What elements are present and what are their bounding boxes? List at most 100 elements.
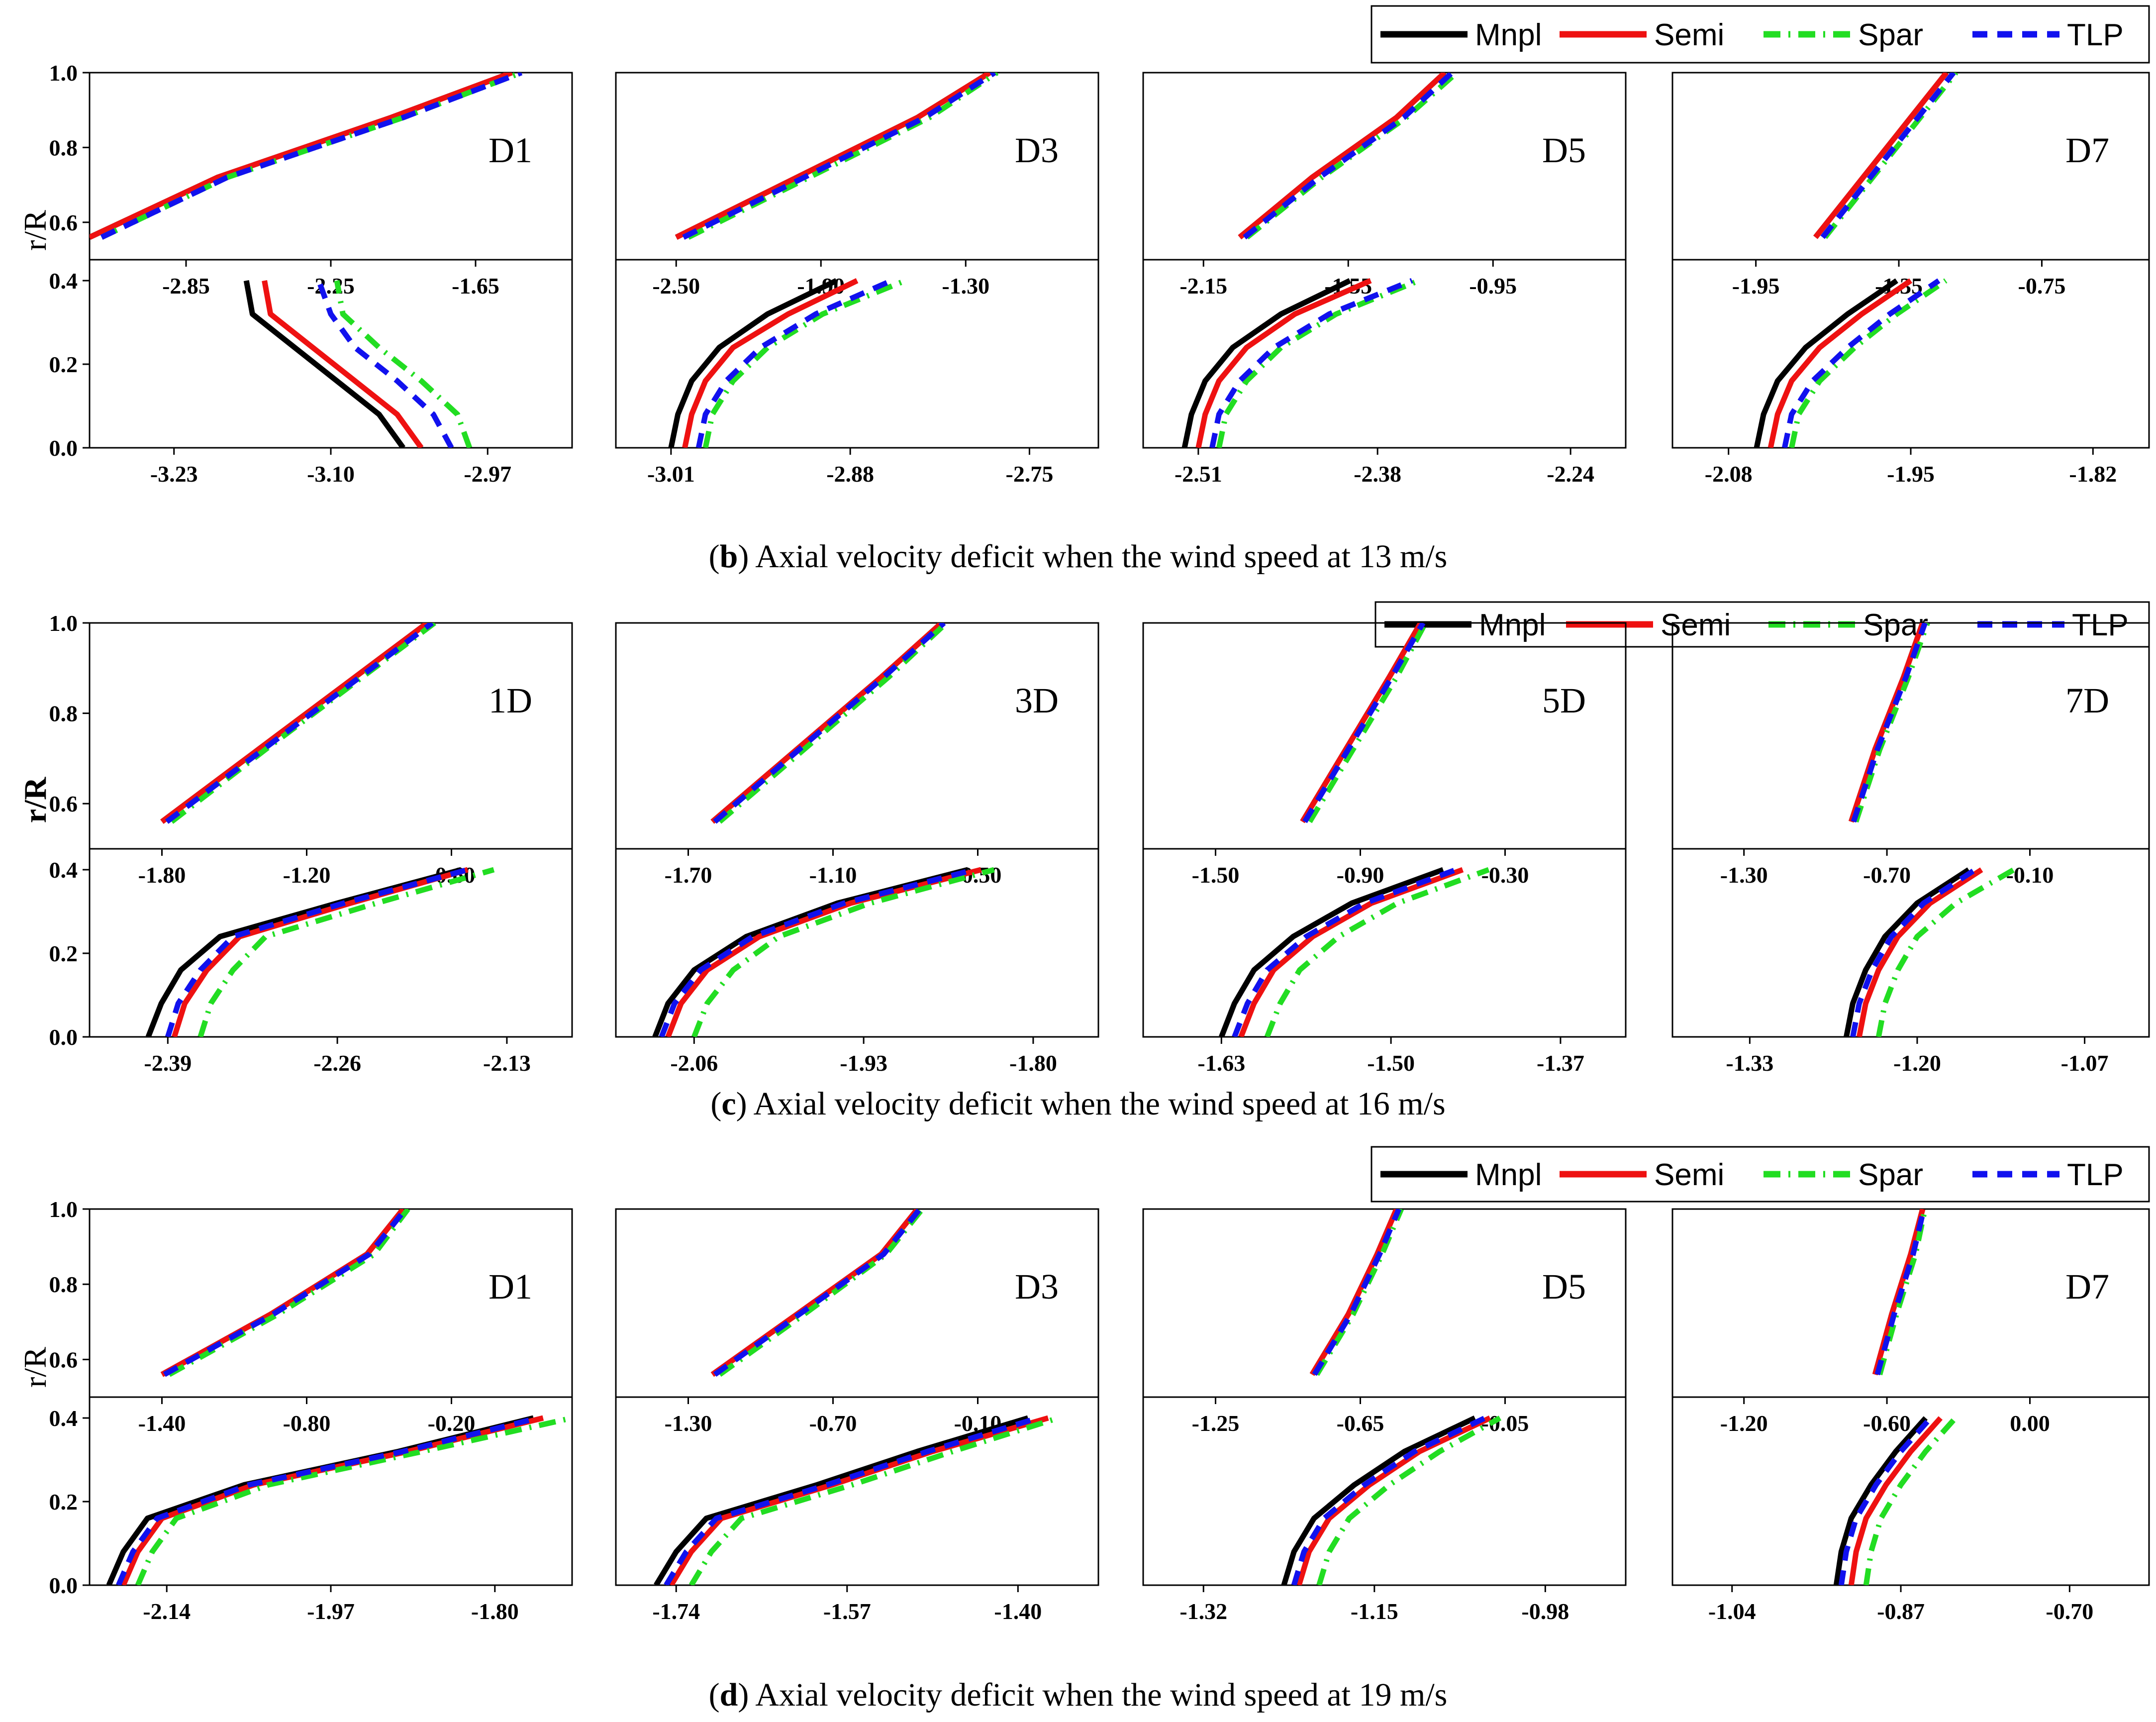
y-axis-label: r/R — [17, 210, 53, 251]
x-tick-label: -3.10 — [307, 461, 355, 487]
y-tick-label: 0.6 — [49, 791, 78, 816]
series-line-mnpl — [1219, 867, 1444, 1037]
legend-label-semi: Semi — [1661, 608, 1731, 642]
series-line-semi — [669, 1415, 1049, 1585]
panel-title: D1 — [489, 1267, 532, 1307]
series-line-tlp — [1851, 623, 1928, 823]
x-tick-label: -1.63 — [1197, 1050, 1245, 1076]
series-line-semi — [710, 1209, 920, 1377]
series-group — [1309, 1209, 1404, 1376]
caption: (c) Axial velocity deficit when the wind… — [710, 1086, 1445, 1122]
series-group — [1219, 867, 1490, 1037]
series-line-tlp — [1820, 73, 1956, 239]
lower-subplot: -1.04 -0.87 -0.70 — [1671, 1396, 2150, 1624]
y-tick-label: 0.8 — [49, 135, 78, 160]
upper-subplot: -1.50 -0.90 -0.30 — [1142, 622, 1627, 888]
upper-subplot: -1.30 -0.70 -0.10 — [615, 1208, 1099, 1436]
caption-body: Axial velocity deficit when the wind spe… — [753, 1086, 1445, 1122]
upper-subplot: -2.15 -1.55 -0.95 — [1142, 72, 1627, 299]
x-tick-label: -2.85 — [162, 273, 210, 299]
x-tick-label: -3.23 — [150, 461, 198, 487]
series-group — [1872, 1209, 1928, 1376]
series-line-mnpl — [145, 867, 462, 1037]
lower-subplot: 0.0 0.2 0.4 -3.23 -3.10 -2.97 — [49, 259, 573, 487]
lower-subplot: -2.06 -1.93 -1.80 — [615, 848, 1099, 1076]
series-group — [652, 867, 995, 1037]
x-tick-label: -0.60 — [1863, 1411, 1911, 1436]
series-line-tlp — [1209, 278, 1413, 448]
series-line-spar — [334, 280, 473, 448]
x-tick-label: -0.87 — [1877, 1599, 1925, 1624]
x-tick-label: -0.70 — [1863, 862, 1911, 888]
x-tick-label: -0.75 — [2018, 273, 2066, 299]
series-group — [1849, 623, 1930, 823]
series-line-tlp — [664, 1415, 1039, 1585]
series-line-semi — [1195, 278, 1372, 448]
series-group — [675, 73, 999, 240]
chart-block-d: Mnpl Semi Spar TLP r/R0.6 0.8 1.0 -1.40 -0.80 -0.… — [17, 1146, 2150, 1713]
x-tick-label: -2.25 — [307, 273, 355, 299]
x-tick-label: -1.57 — [823, 1599, 871, 1624]
series-line-tlp — [1243, 73, 1454, 240]
x-tick-label: -2.24 — [1547, 461, 1594, 487]
series-line-semi — [682, 278, 859, 448]
legend-label-tlp: TLP — [2067, 1158, 2124, 1192]
y-tick-label: 0.2 — [49, 1489, 78, 1515]
series-line-semi — [160, 623, 429, 824]
x-tick-label: -2.75 — [1006, 461, 1054, 487]
x-tick-label: -1.70 — [665, 862, 712, 888]
series-group — [160, 623, 436, 824]
caption-text: (c) Axial velocity deficit when the wind… — [710, 1086, 1445, 1122]
y-tick-label: 0.4 — [49, 857, 78, 883]
series-line-semi — [675, 73, 991, 240]
series-line-semi — [1848, 1416, 1943, 1585]
series-group — [710, 1209, 925, 1377]
series-line-tlp — [659, 867, 976, 1037]
x-tick-label: -1.04 — [1708, 1599, 1756, 1624]
series-line-semi — [1767, 278, 1913, 448]
series-line-mnpl — [243, 280, 405, 448]
x-tick-label: -1.30 — [942, 273, 989, 299]
series-line-spar — [1264, 867, 1490, 1037]
x-tick-label: -0.05 — [1481, 1411, 1529, 1436]
x-tick-label: -1.20 — [283, 862, 331, 888]
series-line-mnpl — [106, 1415, 534, 1585]
upper-subplot: -1.95 -1.35 -0.75 — [1671, 72, 2150, 299]
panel-title: D7 — [2065, 1267, 2109, 1307]
series-group — [1238, 73, 1459, 240]
series-line-semi — [1309, 1209, 1399, 1376]
series-line-semi — [262, 280, 424, 448]
series-line-tlp — [316, 280, 454, 448]
x-tick-label: -1.95 — [1732, 273, 1780, 299]
x-tick-label: -2.06 — [670, 1050, 718, 1076]
y-tick-label: 0.0 — [49, 1024, 78, 1050]
series-line-tlp — [713, 1209, 922, 1377]
series-group — [145, 867, 495, 1037]
caption-body: Axial velocity deficit when the wind spe… — [755, 1677, 1447, 1713]
legend-box — [1374, 601, 2150, 648]
legend-label-semi: Semi — [1654, 1158, 1724, 1192]
x-tick-label: -1.33 — [1726, 1050, 1773, 1076]
x-tick-label: -2.50 — [652, 273, 700, 299]
series-line-semi — [120, 1415, 544, 1585]
upper-subplot: -1.20 -0.60 0.00 — [1671, 1208, 2150, 1436]
x-tick-label: -0.95 — [1469, 273, 1517, 299]
x-tick-label: -1.40 — [138, 1411, 186, 1436]
series-line-tlp — [1312, 1209, 1402, 1376]
panel-d1: 0.6 0.8 1.0 -2.85 -2.25 -1.65 0.0 0.2 0.4 -3.23 -3… — [49, 60, 573, 487]
series-line-mnpl — [1281, 1416, 1476, 1585]
x-tick-label: -2.97 — [464, 461, 511, 487]
upper-frame — [89, 622, 573, 850]
legend-box — [1371, 1146, 2150, 1203]
panel-title: D5 — [1542, 1267, 1586, 1307]
lower-subplot: -2.08 -1.95 -1.82 — [1671, 259, 2150, 487]
panel-title: 5D — [1542, 681, 1586, 720]
y-tick-label: 0.8 — [49, 701, 78, 726]
x-tick-label: -1.50 — [1192, 862, 1240, 888]
legend-label-tlp: TLP — [2067, 18, 2124, 52]
legend: Mnpl Semi Spar TLP — [1374, 601, 2150, 648]
panel-title: D7 — [2065, 130, 2109, 170]
